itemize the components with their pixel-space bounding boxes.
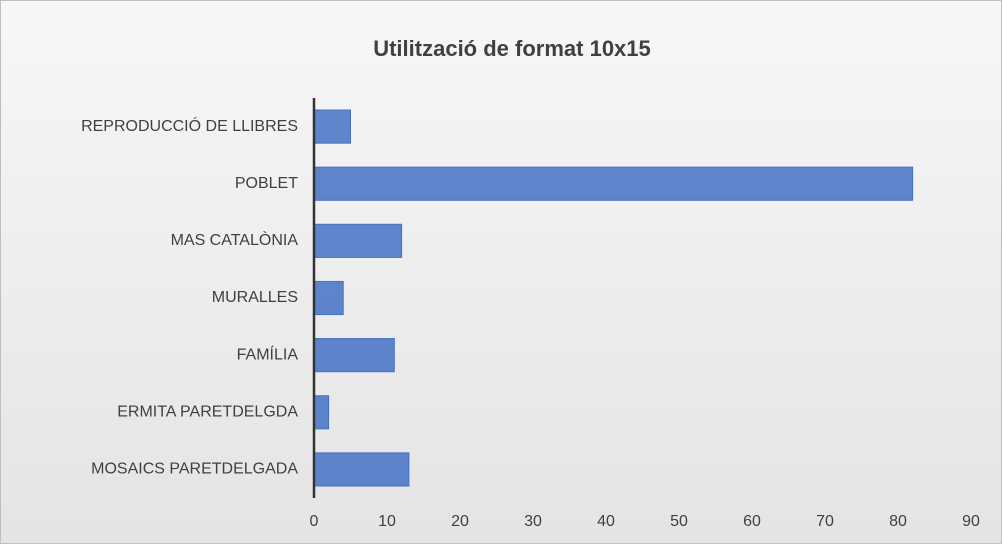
y-tick-label: MURALLES: [212, 289, 298, 306]
x-tick-label: 40: [597, 513, 615, 530]
bar: [313, 166, 914, 201]
x-tick-label: 10: [378, 513, 396, 530]
y-tick-label: REPRODUCCIÓ DE LLIBRES: [81, 116, 298, 135]
x-tick-label: 0: [310, 513, 319, 530]
bar: [313, 395, 330, 430]
y-tick-label: MAS CATALÒNIA: [171, 230, 299, 249]
x-tick-label: 20: [451, 513, 469, 530]
y-tick-label: ERMITA PARETDELGDA: [117, 404, 298, 421]
x-tick-label: 50: [670, 513, 688, 530]
bar: [313, 452, 410, 487]
x-tick-label: 80: [889, 513, 907, 530]
y-tick-label: POBLET: [235, 175, 298, 192]
y-tick-label: FAMÍLIA: [237, 344, 299, 363]
bar: [313, 280, 344, 316]
bar: [313, 223, 403, 258]
bar: [313, 338, 395, 373]
bar: [313, 109, 351, 144]
x-tick-label: 60: [743, 513, 761, 530]
x-tick-label: 70: [816, 513, 834, 530]
chart-title: Utilització de format 10x15: [373, 36, 651, 61]
y-tick-label: MOSAICS PARETDELGADA: [91, 461, 298, 478]
x-tick-label: 30: [524, 513, 542, 530]
x-tick-label: 90: [962, 513, 980, 530]
